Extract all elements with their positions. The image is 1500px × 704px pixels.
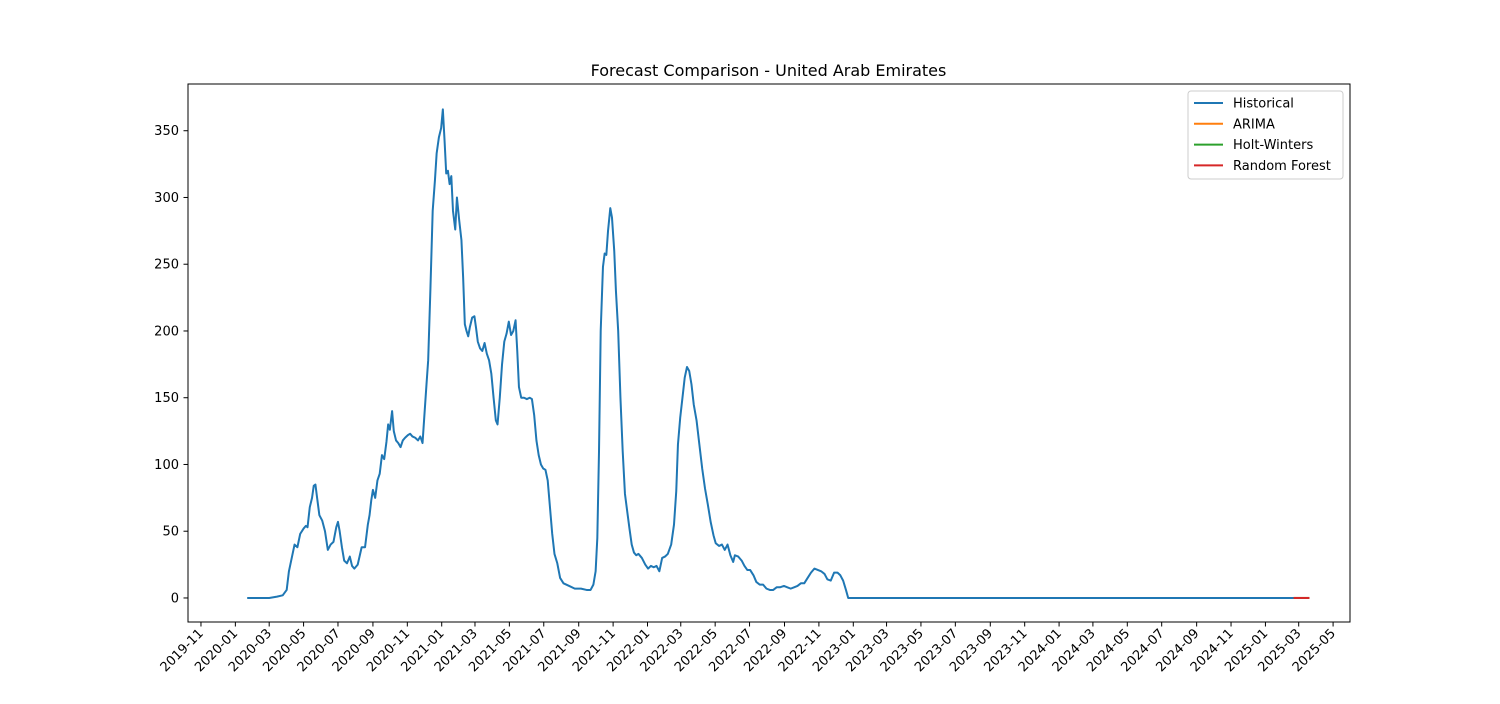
legend-box [1187,90,1344,180]
legend-label: Historical [1233,97,1294,112]
y-tick-label: 200 [154,324,179,339]
y-tick-label: 300 [154,191,179,206]
x-axis: 2019-112020-012020-032020-052020-072020-… [158,622,1339,675]
legend: Historical ARIMA Holt-Winters Random Forest [1187,90,1344,180]
y-tick-label: 50 [162,525,179,540]
legend-label: Random Forest [1233,159,1331,174]
legend-label: Holt-Winters [1233,138,1313,153]
legend-label: ARIMA [1233,117,1275,132]
y-tick-label: 100 [154,458,179,473]
y-tick-label: 250 [154,258,179,273]
y-tick-label: 150 [154,391,179,406]
plot-area [247,108,1310,599]
series-line-historical [247,108,1294,599]
y-axis: 0 50 100 150 200 250 300 350 [154,124,188,606]
chart-title: Forecast Comparison - United Arab Emirat… [591,61,947,80]
y-tick-label: 0 [171,591,179,606]
plot-frame [187,83,1351,623]
y-tick-label: 350 [154,124,179,139]
